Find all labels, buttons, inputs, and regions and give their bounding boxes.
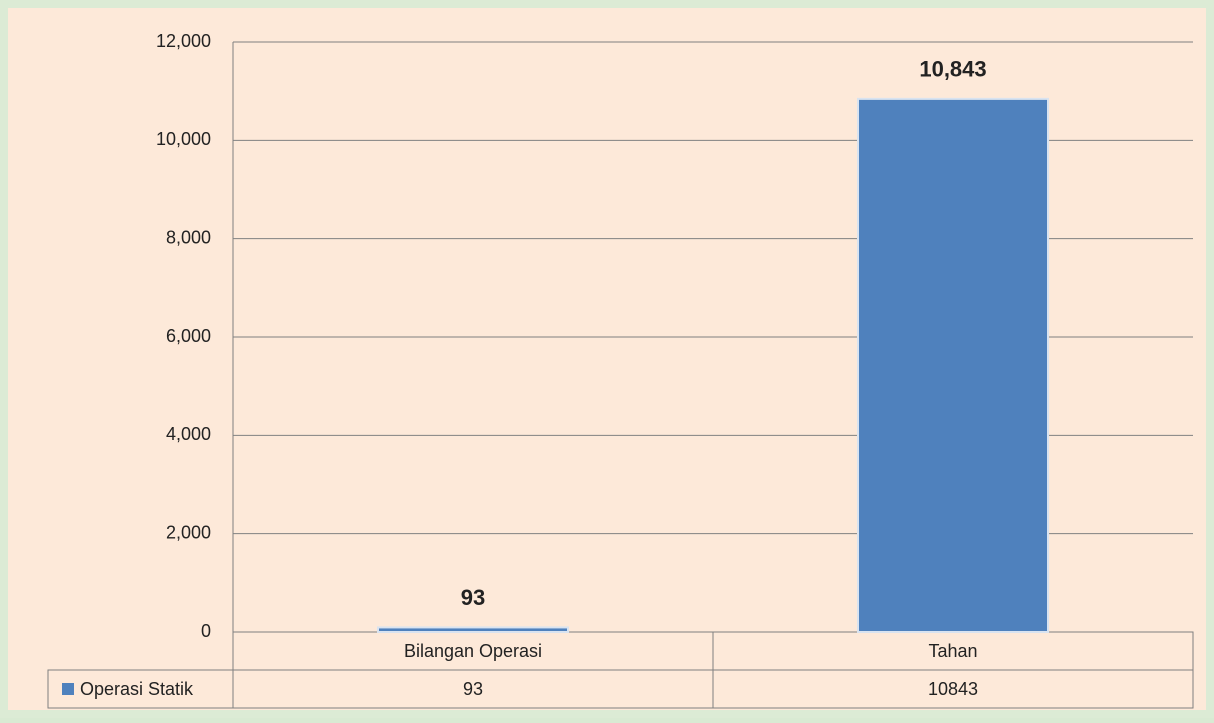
data-label: 93 bbox=[461, 585, 485, 610]
table-series-row bbox=[47, 669, 1194, 709]
x-tick-label: Bilangan Operasi bbox=[404, 641, 542, 661]
table-value: 93 bbox=[463, 679, 483, 699]
legend-label: Operasi Statik bbox=[80, 679, 194, 699]
x-tick-label: Tahan bbox=[928, 641, 977, 661]
table-value: 10843 bbox=[928, 679, 978, 699]
y-tick-label: 8,000 bbox=[166, 227, 211, 247]
bar bbox=[377, 626, 569, 633]
data-label: 10,843 bbox=[919, 57, 986, 82]
legend-swatch bbox=[62, 683, 74, 695]
bar bbox=[857, 97, 1049, 634]
y-tick-label: 4,000 bbox=[166, 424, 211, 444]
y-tick-label: 6,000 bbox=[166, 326, 211, 346]
y-tick-label: 12,000 bbox=[156, 31, 211, 51]
y-tick-label: 2,000 bbox=[166, 522, 211, 542]
y-tick-label: 10,000 bbox=[156, 129, 211, 149]
y-tick-label: 0 bbox=[201, 621, 211, 641]
